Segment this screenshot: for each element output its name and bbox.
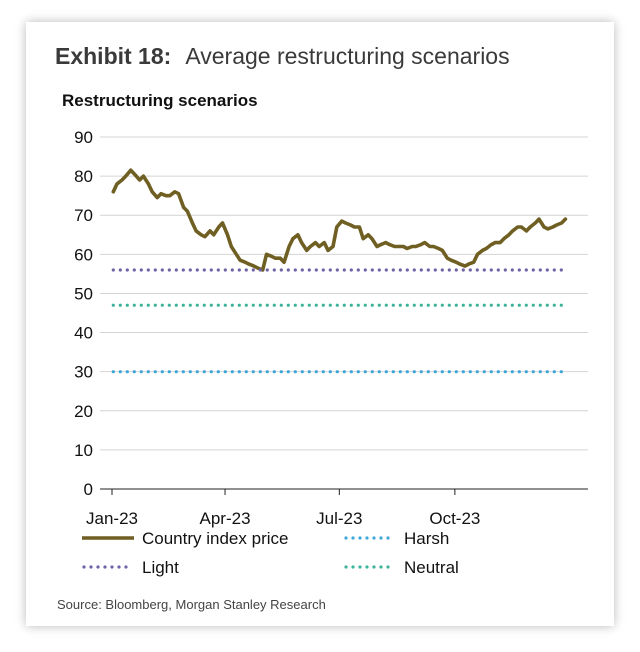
legend-label: Light [142,558,179,577]
exhibit-card: Exhibit 18: Average restructuring scenari… [26,22,614,626]
y-tick-label: 10 [74,441,93,460]
chart-title: Restructuring scenarios [62,91,258,110]
legend-label: Country index price [142,529,288,548]
x-tick-label: Oct-23 [429,509,480,528]
source-note: Source: Bloomberg, Morgan Stanley Resear… [57,597,326,612]
y-tick-label: 60 [74,245,93,264]
x-tick-label: Jan-23 [86,509,138,528]
y-tick-label: 90 [74,128,93,147]
y-tick-label: 30 [74,363,93,382]
exhibit-heading: Exhibit 18: Average restructuring scenari… [55,43,510,70]
y-tick-label: 80 [74,167,93,186]
y-tick-label: 0 [84,480,93,499]
x-tick-label: Jul-23 [316,509,362,528]
legend-label: Harsh [404,529,449,548]
series-line-country-index-price [111,168,568,272]
y-tick-label: 50 [74,284,93,303]
y-tick-label: 40 [74,324,93,343]
y-tick-label: 20 [74,402,93,421]
exhibit-label: Exhibit 18: [55,43,172,69]
y-tick-label: 70 [74,206,93,225]
legend-label: Neutral [404,558,459,577]
x-tick-label: Apr-23 [200,509,251,528]
exhibit-title: Average restructuring scenarios [185,43,510,69]
